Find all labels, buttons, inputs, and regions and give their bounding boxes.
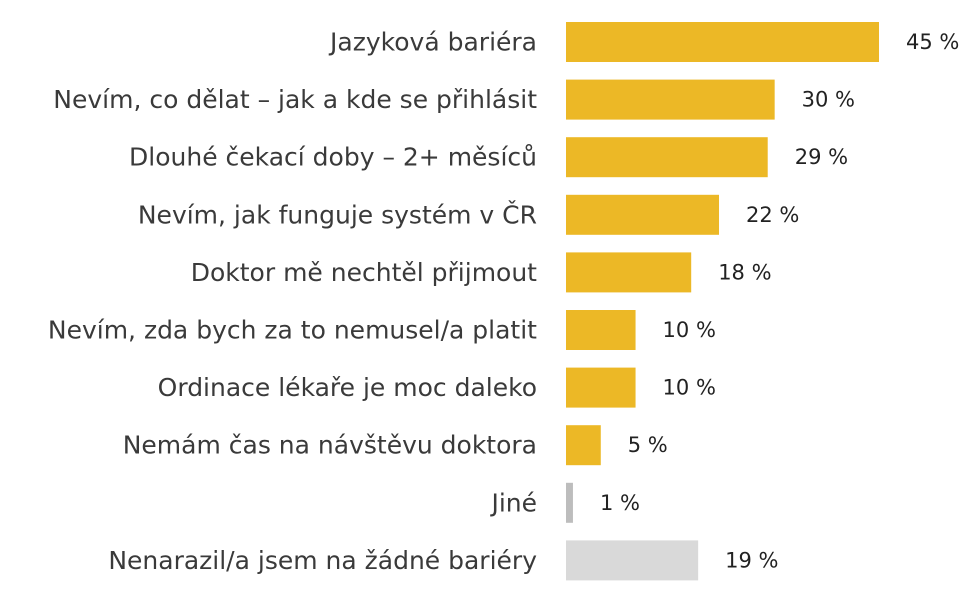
category-label: Nevím, co dělat – jak a kde se přihlásit [53,85,537,114]
value-label: 18 % [718,260,771,284]
category-label: Doktor mě nechtěl přijmout [191,258,537,287]
bar [566,79,775,120]
value-label: 22 % [746,203,799,227]
bar [566,194,720,235]
bar [566,425,601,466]
value-label: 30 % [802,88,855,112]
bar [566,482,573,523]
bar [566,367,636,408]
category-label: Dlouhé čekací doby – 2+ měsíců [129,143,537,172]
category-label: Nevím, zda bych za to nemusel/a platit [48,316,537,345]
category-label: Ordinace lékaře je moc daleko [158,373,537,402]
bar [566,252,692,293]
category-labels: Jazyková bariéra Nevím, co dělat – jak a … [48,28,537,575]
value-label: 5 % [628,433,668,457]
value-label: 10 % [663,376,716,400]
value-label: 45 % [906,30,959,54]
category-label: Nemám čas na návštěvu doktora [123,431,537,460]
bar [566,310,636,350]
bar [566,22,879,62]
bar [566,540,699,581]
value-label: 19 % [725,548,778,572]
category-label: Nevím, jak funguje systém v ČR [138,199,537,229]
category-label: Jiné [489,488,537,517]
category-label: Nenarazil/a jsem na žádné bariéry [108,546,537,575]
value-labels: 45 % 30 % 29 % 22 % 18 % 10 % 10 % 5 % 1 % 19 % [600,30,959,572]
bars [566,22,879,581]
value-label: 29 % [795,145,848,169]
bar [566,137,768,178]
category-label: Jazyková bariéra [328,28,537,57]
value-label: 10 % [663,318,716,342]
value-label: 1 % [600,491,640,515]
